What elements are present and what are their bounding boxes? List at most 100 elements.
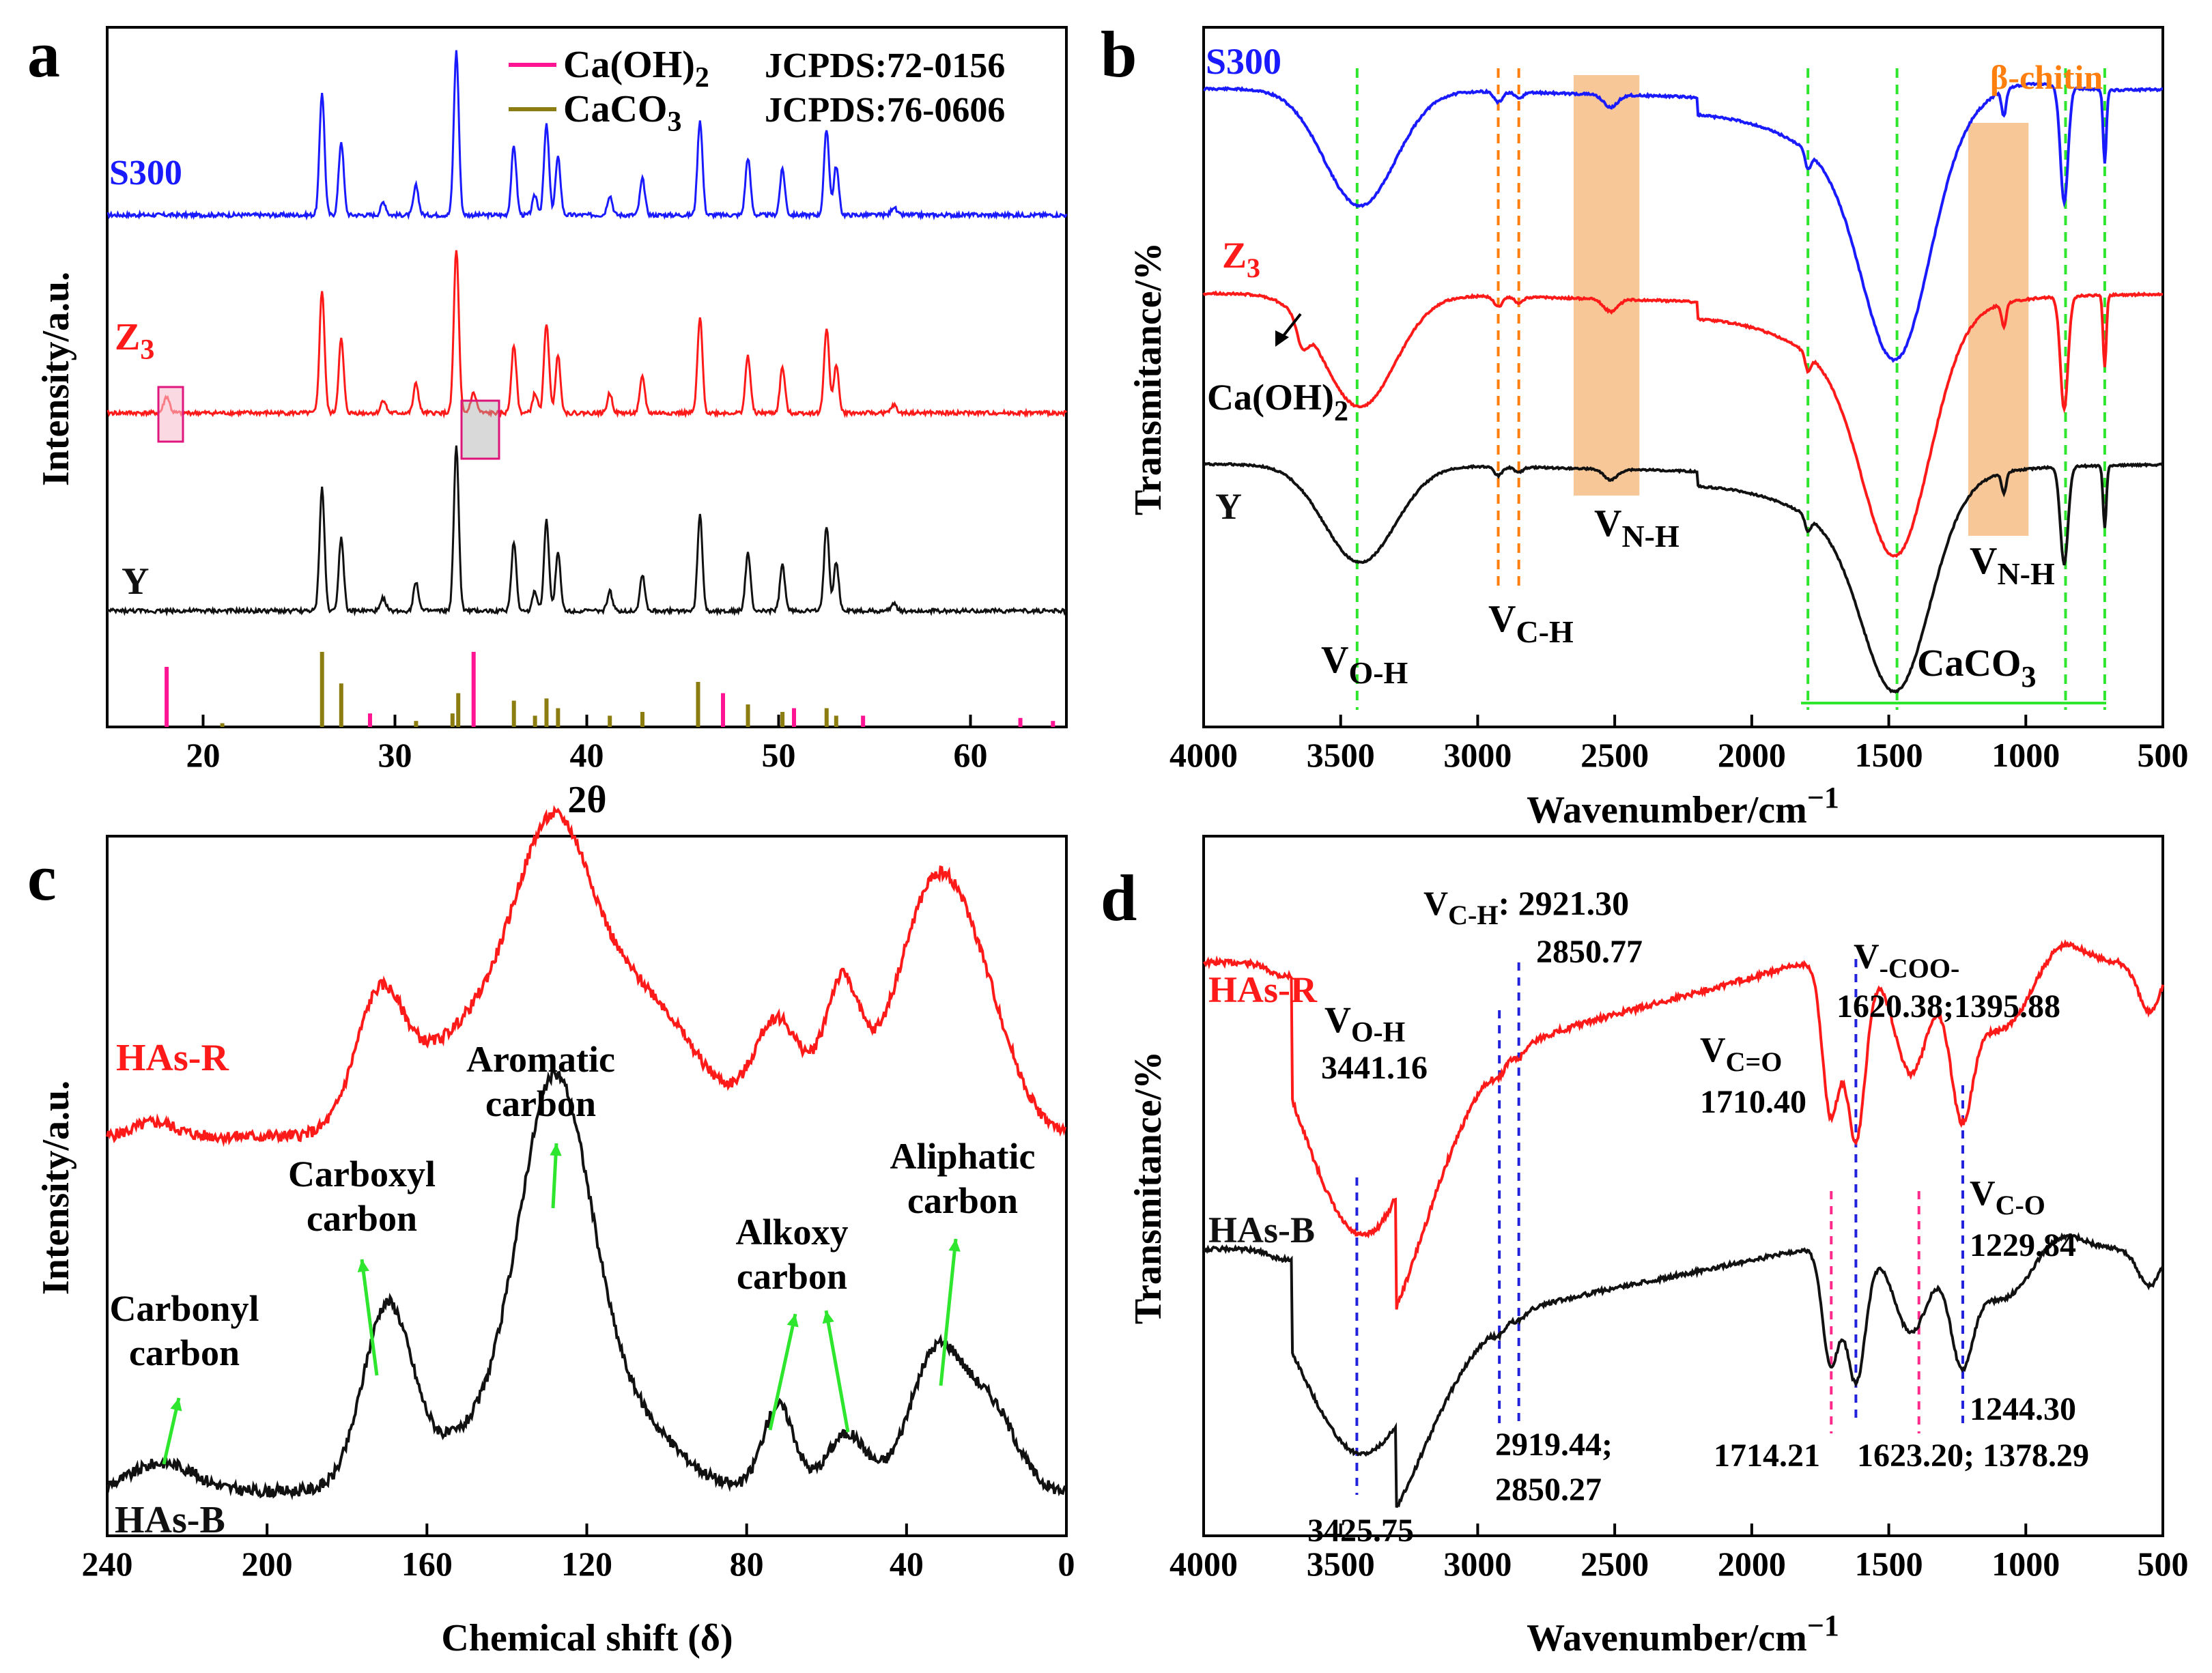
series-y-xrd [106,445,1068,617]
a-ylabel: Intensity/a.u. [35,272,77,486]
b-caoh2-label: Ca(OH)2 [1207,377,1348,427]
x-tick-label: 500 [2138,736,2189,774]
x-tick-label: 1000 [1991,736,2060,774]
x-tick-label: 50 [762,736,796,774]
x-tick-label: 40 [570,736,604,774]
x-tick-label: 2500 [1580,1545,1649,1583]
legend-caco3-label: CaCO3 [563,88,681,138]
series-has-b-nmr [106,1067,1067,1501]
panel-c-nmr: c 240 200 160 120 80 40 0 HAs-R HAs-B Carbonyl… [27,805,1075,1659]
x-tick-label: 500 [2138,1545,2189,1583]
panel-a-frame [106,26,1068,728]
d-b-1623-value: 1623.20; 1378.29 [1857,1438,2089,1474]
x-tick-label: 160 [401,1545,453,1583]
series-s300-xrd [107,50,1068,221]
series-y-ftir [1203,461,2164,694]
legend-caoh2-label: Ca(OH)2 [563,44,709,94]
x-tick-label: 0 [1058,1545,1075,1583]
d-vch-r-value-2: 2850.77 [1536,934,1643,970]
b-xlabel: Wavenumber/cm−1 [1527,781,1839,831]
d-vco-r-label: VC=O [1700,1031,1782,1077]
d-label-has-b: HAs-B [1208,1210,1315,1250]
d-voh-r-value: 3441.16 [1321,1050,1428,1086]
b-beta-chitin-label: β-chitin [1990,58,2103,96]
b-label-s300: S300 [1206,41,1281,82]
x-tick-label: 2000 [1718,736,1786,774]
a-xlabel: 2θ [567,779,606,821]
d-b-2919-value: 2919.44; [1495,1427,1613,1463]
panel-label-b: b [1101,18,1137,91]
d-b-1244-value: 1244.30 [1970,1391,2076,1427]
series-has-r-ftir [1202,939,2164,1310]
c-annotation-arrows [162,1143,961,1465]
b-vnh1-label: VN-H [1594,502,1679,554]
d-label-has-r: HAs-R [1208,969,1318,1010]
z3-caco3-highlight-box [460,399,500,460]
c-arrow-head [170,1398,182,1412]
d-b-2850-value: 2850.27 [1495,1472,1602,1508]
c-aliphatic-label-1: Aliphatic [890,1136,1035,1177]
x-tick-label: 20 [186,736,221,774]
x-tick-label: 1500 [1855,736,1923,774]
x-tick-label: 4000 [1169,736,1238,774]
c-aromatic-label-2: carbon [485,1083,596,1124]
d-vcoo-r-value: 1620.38;1395.88 [1837,988,2060,1025]
x-tick-label: 30 [378,736,412,774]
c-xlabel: Chemical shift (δ) [441,1617,733,1659]
x-tick-label: 4000 [1169,1545,1238,1583]
panel-d-ftir: d 4000 3500 3000 2500 2000 1500 1000 500 HAs-R … [1101,835,2189,1659]
d-vcoo-r-label: V-COO- [1854,937,1959,984]
x-tick-label: 3500 [1307,736,1375,774]
x-tick-label: 3500 [1307,1545,1375,1583]
d-b-3425-value: 3425.75 [1307,1513,1414,1549]
a-label-s300: S300 [109,154,182,192]
series-has-r-nmr [106,805,1067,1147]
c-alkoxy-label-2: carbon [737,1256,847,1297]
panel-a-reference-bars [165,652,1055,727]
c-arrow-shaft [768,1313,797,1431]
a-label-y: Y [122,560,149,603]
b-vch-label: VC-H [1488,598,1574,649]
c-label-has-r: HAs-R [116,1037,229,1079]
c-arrow-head [550,1143,562,1156]
b-ylabel: Transmitance/% [1127,242,1169,515]
c-carboxyl-label-2: carbon [307,1198,417,1239]
d-vc-o-r-value: 1229.84 [1970,1227,2076,1263]
d-ylabel: Transmitance/% [1127,1051,1169,1324]
c-arrow-shaft [939,1238,958,1386]
z3-caoh2-highlight-box [157,386,184,443]
panel-b-x-axis: 4000 3500 3000 2500 2000 1500 1000 500 [1169,715,2189,774]
x-tick-label: 60 [954,736,988,774]
c-carboxyl-label-1: Carboxyl [288,1154,436,1195]
c-aromatic-label-1: Aromatic [466,1039,615,1080]
c-arrow-shaft [360,1259,379,1376]
series-z3-ftir [1202,290,2164,558]
a-label-z3: Z3 [115,316,154,366]
c-arrow-head [948,1239,961,1252]
d-b-1714-value: 1714.21 [1714,1438,1820,1474]
series-z3-xrd [107,250,1068,419]
x-tick-label: 80 [730,1545,764,1583]
panel-label-d: d [1101,861,1137,934]
c-arrow-shaft [824,1310,850,1433]
d-vco-r-value: 1710.40 [1700,1084,1806,1120]
d-xlabel: Wavenumber/cm−1 [1527,1609,1839,1659]
b-vnh2-label: VN-H [1970,540,2055,591]
series-has-b-ftir [1202,1232,2164,1508]
x-tick-label: 3000 [1443,1545,1512,1583]
legend-caoh2-ref: JCPDS:72-0156 [765,46,1005,85]
c-label-has-b: HAs-B [115,1499,225,1541]
c-ylabel: Intensity/a.u. [35,1081,77,1295]
x-tick-label: 1000 [1991,1545,2060,1583]
b-caoh2-arrowhead [1275,330,1289,347]
b-label-z3: Z3 [1222,235,1260,283]
c-carbonyl-label-2: carbon [129,1332,240,1373]
x-tick-label: 200 [242,1545,293,1583]
b-caco3-label: CaCO3 [1917,642,2036,693]
b-voh-label: VO-H [1321,639,1408,690]
c-aliphatic-label-2: carbon [907,1180,1018,1221]
panel-a-legend: Ca(OH)2 JCPDS:72-0156 CaCO3 JCPDS:76-060… [509,44,1005,138]
b-label-y: Y [1215,486,1242,527]
d-vch-r-label: VC-H: 2921.30 [1423,884,1629,930]
